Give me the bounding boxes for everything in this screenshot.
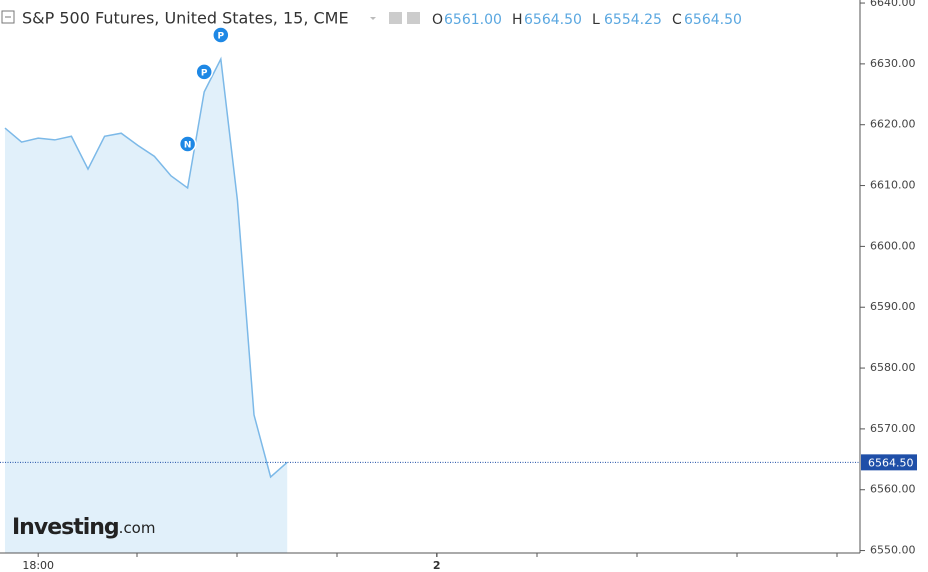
last-price-label: 6564.50 [868,456,914,469]
y-tick-label: 6640.00 [870,0,916,9]
event-marker[interactable] [178,135,197,153]
area [4,59,288,554]
y-tick-label: 6580.00 [870,361,916,374]
event-marker[interactable] [212,26,230,44]
x-tick-label: 2 [433,559,441,572]
settings-icon[interactable] [407,12,420,24]
watermark: Investing.com [12,515,155,540]
y-tick-label: 6630.00 [870,57,916,70]
watermark-suffix: .com [119,519,156,537]
y-tick-label: 6620.00 [870,118,916,131]
dropdown-icon[interactable] [370,17,376,20]
y-tick-label: 6590.00 [870,300,916,313]
ohlc-key: C [672,12,682,28]
watermark-brand: Investing [12,515,119,540]
settings-icon[interactable] [389,12,402,24]
y-tick-label: 6550.00 [870,544,916,557]
last-price-box [861,454,917,471]
ohlc-value: 6554.25 [604,12,662,28]
event-label: P [201,68,208,78]
ohlc-legend: O 6561.00 H 6564.50 L 6554.25 C 6564.50 [432,12,742,28]
event-label: P [218,32,225,42]
y-tick-label: 6560.00 [870,483,916,496]
ohlc-value: 6561.00 [444,12,502,28]
chart-title: S&P 500 Futures, United States, 15, CME [22,9,349,28]
ohlc-value: 6564.50 [524,12,582,28]
ohlc-key: H [512,12,523,28]
x-tick-label: 18:00 [22,559,54,572]
y-tick-label: 6570.00 [870,422,916,435]
event-marker[interactable] [195,63,213,81]
ohlc-key: L [592,12,600,28]
ohlc-key: O [432,12,443,28]
y-tick-label: 6610.00 [870,179,916,192]
line [4,56,288,479]
y-tick-label: 6600.00 [870,239,916,252]
ohlc-value: 6564.50 [684,12,742,28]
event-label: N [184,140,192,150]
